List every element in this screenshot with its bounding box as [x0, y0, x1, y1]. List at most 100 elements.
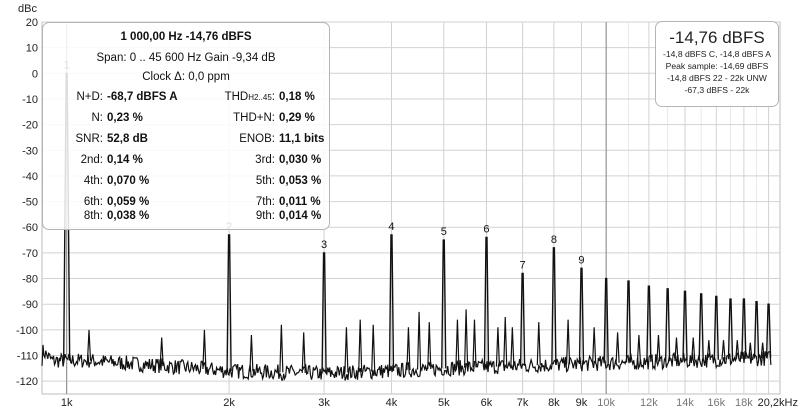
harmonic-peak — [682, 290, 688, 361]
spur-spike — [406, 327, 411, 371]
y-tick-label: 20 — [26, 17, 38, 29]
stat-value: 0,038 % — [107, 210, 150, 222]
y-tick-label: 0 — [32, 68, 38, 80]
stat-value: 11,1 bits — [279, 133, 325, 145]
y-tick-label: -60 — [22, 222, 38, 234]
spur-spike — [615, 332, 620, 363]
stat-value: 0,29 % — [279, 112, 315, 124]
y-tick-label: -100 — [16, 325, 38, 337]
stat-label: 7th: — [255, 196, 275, 208]
x-tick-label: 14k — [676, 397, 694, 409]
spur-spike — [691, 337, 696, 361]
x-tick-label: 16k — [707, 397, 725, 409]
stat-value: 0,14 % — [107, 154, 143, 166]
x-tick-label: 1k — [61, 397, 73, 409]
level-detail: -67,3 dBFS - 22k — [684, 85, 750, 95]
harmonic-peak — [551, 247, 557, 365]
x-tick-label: 2k — [223, 397, 235, 409]
y-tick-label: -70 — [22, 248, 38, 260]
harmonic-peak — [321, 252, 327, 374]
harmonic-peak — [741, 298, 747, 359]
stat-label: SNR: — [75, 133, 103, 145]
harmonic-peak — [713, 295, 719, 360]
stat-label: ENOB: — [239, 133, 275, 145]
y-tick-label: -10 — [22, 94, 38, 106]
spur-spike — [495, 327, 501, 367]
y-tick-label: 10 — [26, 43, 38, 55]
harmonic-peak — [483, 236, 490, 367]
harmonic-peak — [441, 239, 447, 369]
stat-label: N: — [91, 112, 104, 124]
harmonic-peak — [603, 277, 609, 364]
spur-spike — [455, 319, 460, 368]
stat-label: 9th: — [255, 210, 275, 222]
spur-spike — [748, 342, 753, 359]
level-detail: Peak sample: -14,69 dBFS — [665, 61, 769, 71]
spur-spike — [503, 317, 508, 367]
stat-value: 0,070 % — [107, 175, 150, 187]
level-readout-panel: -14,76 dBFS -14,8 dBFS C, -14,8 dBFS A P… — [655, 21, 779, 107]
stat-label: 2nd: — [80, 154, 103, 166]
spur-spike — [463, 309, 469, 368]
harmonic-peak — [519, 272, 526, 366]
harmonic-peak — [578, 267, 585, 364]
y-tick-label: -110 — [17, 351, 38, 363]
spur-spike — [344, 327, 349, 373]
level-detail: -14,8 dBFS 22 - 22k UNW — [667, 73, 767, 83]
spur-spike — [427, 322, 432, 370]
x-tick-label: 7k — [517, 397, 529, 409]
x-tick-label: 8k — [548, 397, 560, 409]
measurement-info-panel: 1 000,00 Hz -14,76 dBFS Span: 0 .. 45 60… — [42, 22, 330, 230]
spur-spike — [301, 332, 306, 373]
spur-spike — [536, 322, 541, 366]
stat-label: THDH2..45: — [224, 91, 275, 103]
y-tick-label: -80 — [22, 274, 38, 286]
fundamental-readout: 1 000,00 Hz -14,76 dBFS — [120, 31, 252, 43]
harmonic-label: 6 — [483, 224, 489, 236]
spur-spike — [592, 327, 597, 364]
spur-spike — [656, 334, 661, 362]
spur-spike — [202, 329, 207, 370]
stat-label-sub: H2..45 — [248, 93, 272, 102]
stat-label: THD+N: — [233, 112, 275, 124]
clock-readout: Clock Δ: 0,0 ppm — [142, 71, 230, 83]
stat-label: 5th: — [255, 175, 275, 187]
y-tick-label: -30 — [22, 145, 38, 157]
harmonic-peak — [646, 285, 652, 362]
stat-value: 0,011 % — [279, 196, 321, 208]
harmonic-label: 5 — [441, 226, 447, 238]
spur-spike — [565, 319, 571, 365]
y-tick-label: -20 — [22, 120, 38, 132]
stat-value: 0,053 % — [279, 175, 322, 187]
y-tick-label: -40 — [22, 171, 38, 183]
harmonic-label: 7 — [520, 259, 526, 271]
spur-spike — [279, 324, 284, 373]
harmonic-label: 4 — [388, 221, 394, 233]
harmonic-peak — [664, 288, 671, 362]
harmonic-peak — [698, 293, 704, 361]
stat-label: 6th: — [83, 196, 103, 208]
spur-spike — [510, 327, 515, 367]
x-tick-label: 18k — [735, 397, 753, 409]
spur-spike — [86, 329, 92, 361]
spur-spike — [706, 340, 711, 360]
stat-value: -68,7 dBFS A — [107, 91, 178, 103]
x-tick-label: 3k — [318, 397, 330, 409]
x-tick-label: 4k — [386, 397, 398, 409]
y-tick-label: -50 — [22, 197, 38, 209]
spur-spike — [371, 324, 376, 372]
stat-value: 0,014 % — [279, 210, 322, 222]
spur-spike — [636, 334, 642, 363]
stat-value: 0,059 % — [107, 196, 150, 208]
x-tick-label: 6k — [481, 397, 493, 409]
x-tick-label: 12k — [640, 397, 658, 409]
x-tick-label: 9k — [576, 397, 588, 409]
spur-spike — [472, 319, 477, 368]
spur-spike — [358, 319, 363, 373]
x-tick-label: 20,2kHz — [758, 397, 798, 409]
stat-label: 4th: — [83, 175, 103, 187]
stat-value: 0,23 % — [107, 112, 143, 124]
x-tick-label: 5k — [438, 397, 450, 409]
harmonic-peak — [727, 298, 734, 360]
level-detail: -14,8 dBFS C, -14,8 dBFS A — [663, 49, 771, 59]
